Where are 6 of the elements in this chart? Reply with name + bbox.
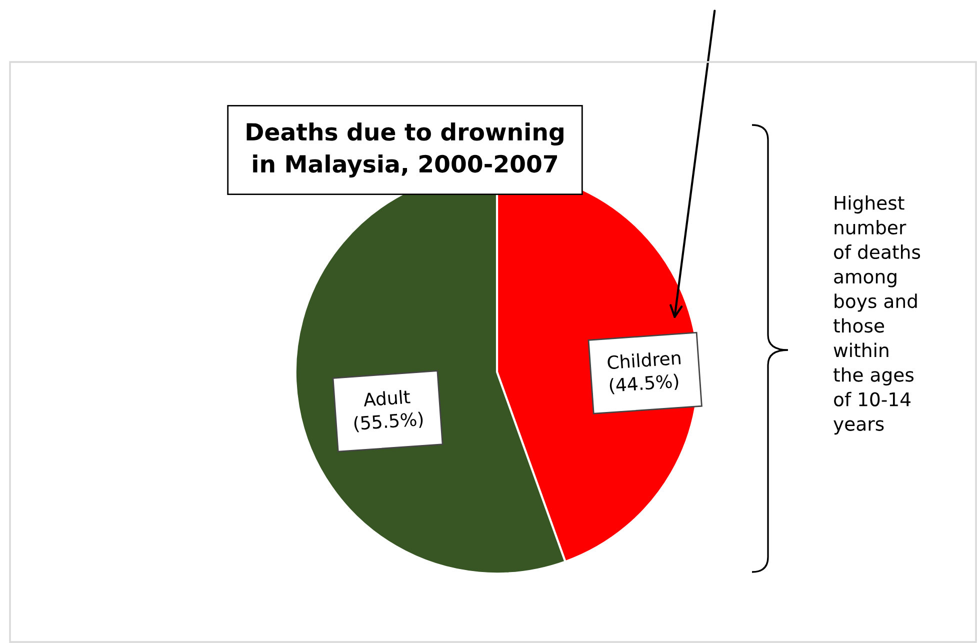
text: Highest number of deaths among boys and those within the ages of 10-14 years: [834, 195, 920, 435]
chart-title: Deaths due to drowning in Malaysia, 2000-2007: [246, 122, 564, 178]
data-label: (44.5%): [609, 374, 679, 394]
slice-label: Adult: [363, 389, 410, 407]
slice-label: Children: [607, 350, 681, 370]
data-label: (55.5%): [354, 412, 424, 432]
